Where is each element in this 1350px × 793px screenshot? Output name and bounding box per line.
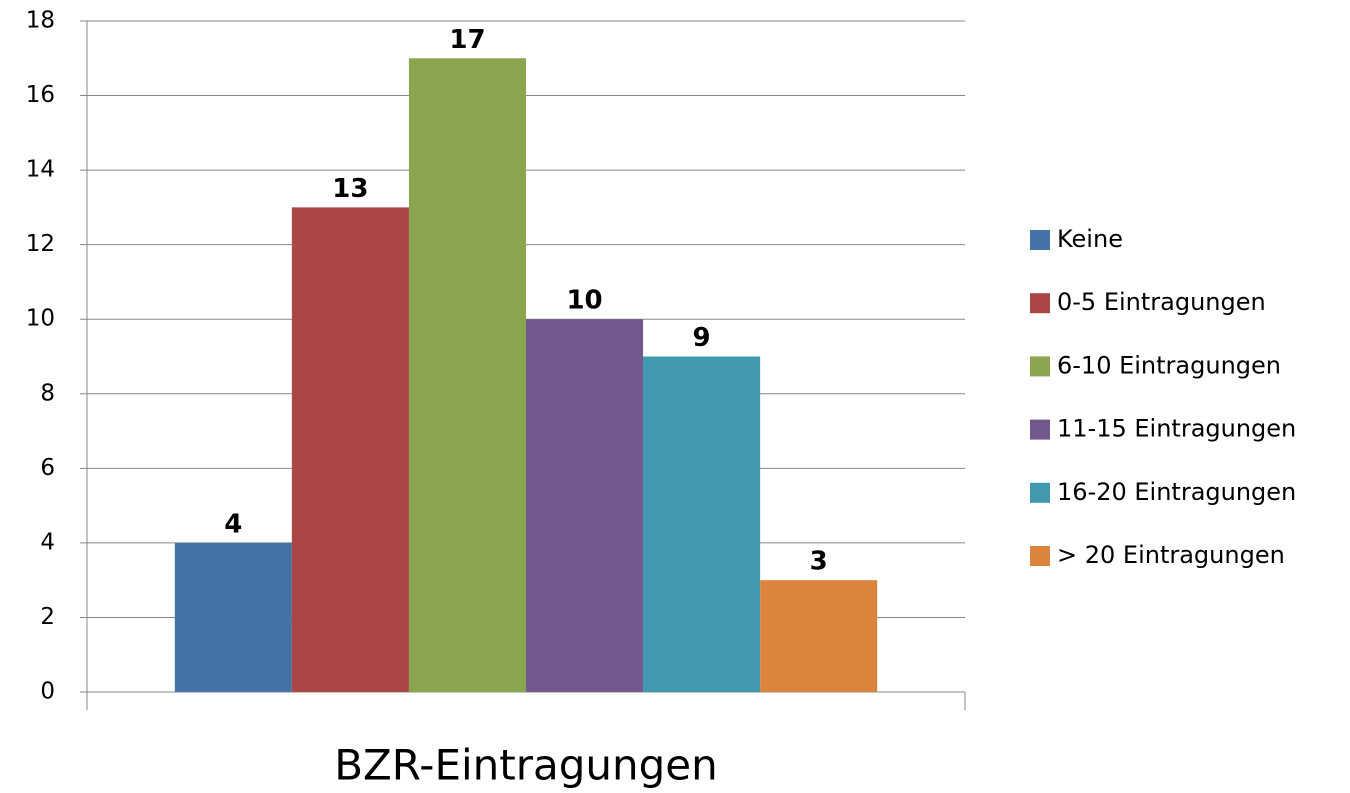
data-label: 9 (693, 323, 711, 353)
legend-label: 0-5 Eintragungen (1057, 288, 1266, 316)
y-tick-label: 0 (40, 679, 55, 705)
legend-swatch (1030, 293, 1050, 314)
y-tick-label: 10 (26, 306, 55, 332)
legend-swatch (1030, 546, 1050, 566)
bar (643, 356, 761, 692)
y-tick-label: 4 (40, 529, 55, 555)
y-tick-label: 14 (26, 157, 55, 183)
bar (526, 319, 644, 692)
data-label: 13 (332, 174, 368, 204)
x-tick-label: BZR-Eintragungen (334, 741, 718, 790)
y-tick-label: 16 (26, 82, 55, 108)
data-label: 3 (810, 547, 828, 577)
y-tick-label: 8 (40, 380, 55, 406)
data-label: 17 (449, 25, 485, 55)
legend-swatch (1030, 230, 1050, 250)
bar (408, 58, 526, 693)
bar (760, 580, 878, 692)
legend-label: 11-15 Eintragungen (1057, 415, 1296, 443)
legend-label: 16-20 Eintragungen (1057, 478, 1296, 506)
y-tick-label: 18 (26, 8, 55, 34)
legend-swatch (1030, 356, 1050, 377)
data-label: 4 (224, 509, 242, 539)
legend-label: > 20 Eintragungen (1057, 541, 1285, 569)
bar (291, 207, 409, 692)
y-tick-label: 6 (40, 455, 55, 481)
legend-label: 6-10 Eintragungen (1057, 351, 1281, 379)
data-label: 10 (566, 286, 602, 316)
y-tick-label: 12 (26, 231, 55, 257)
legend-swatch (1030, 482, 1050, 503)
legend-swatch (1030, 419, 1050, 440)
bar (174, 542, 292, 692)
y-tick-label: 2 (40, 604, 55, 630)
legend-label: Keine (1057, 225, 1123, 253)
